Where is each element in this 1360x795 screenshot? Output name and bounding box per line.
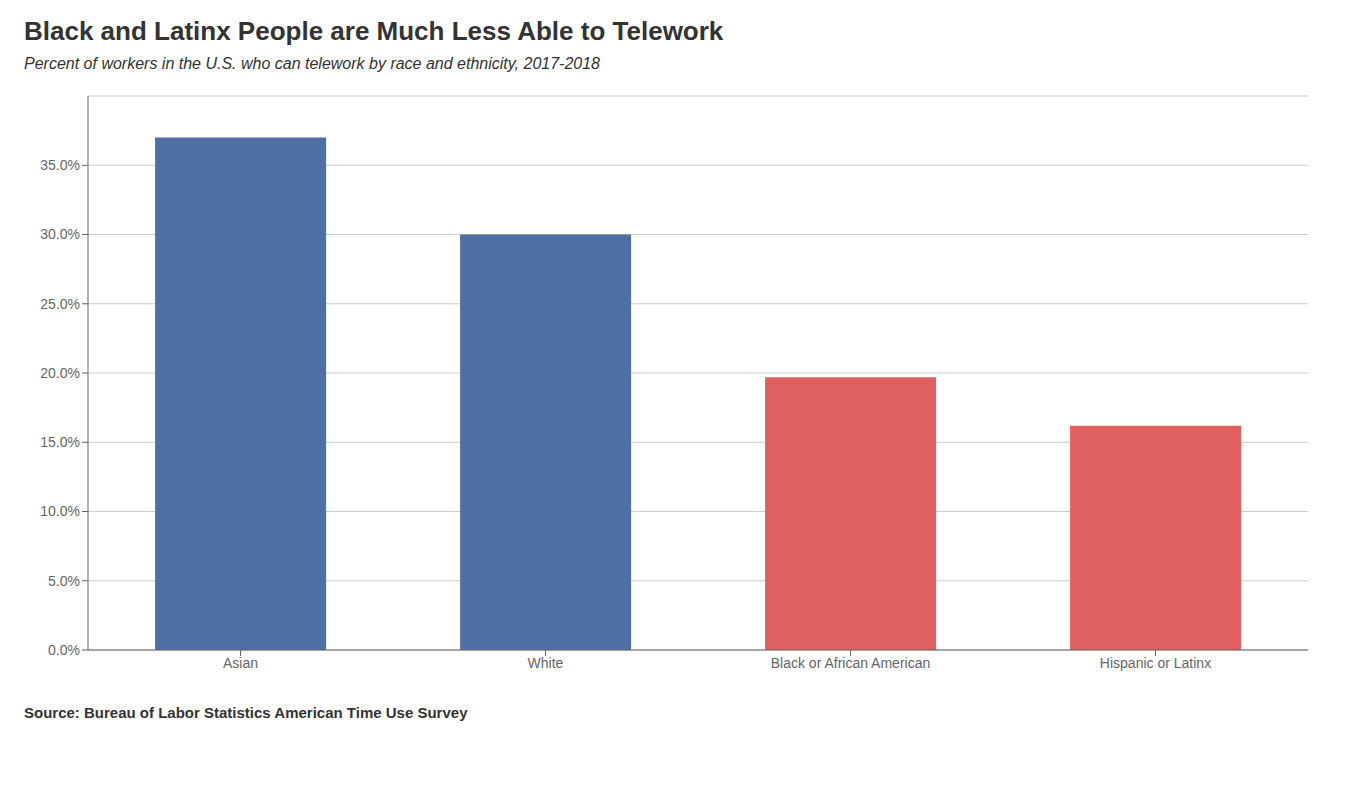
svg-text:20.0%: 20.0% <box>40 365 80 381</box>
svg-text:25.0%: 25.0% <box>40 296 80 312</box>
svg-text:Black or African American: Black or African American <box>771 655 931 671</box>
svg-text:Asian: Asian <box>223 655 258 671</box>
svg-text:5.0%: 5.0% <box>48 573 80 589</box>
svg-text:White: White <box>528 655 564 671</box>
svg-text:15.0%: 15.0% <box>40 434 80 450</box>
html-text:Black and Latinx People are Mu: Black and Latinx People are Much Less Ab… <box>24 16 724 46</box>
svg-text:30.0%: 30.0% <box>40 226 80 242</box>
html-text:Percent of workers in the U.S.: Percent of workers in the U.S. who can t… <box>24 55 600 72</box>
svg-text:10.0%: 10.0% <box>40 503 80 519</box>
html-text:Source: Bureau of Labor Statis: Source: Bureau of Labor Statistics Ameri… <box>24 704 468 721</box>
svg-text:35.0%: 35.0% <box>40 157 80 173</box>
svg-text:0.0%: 0.0% <box>48 642 80 658</box>
svg-text:Hispanic or Latinx: Hispanic or Latinx <box>1100 655 1211 671</box>
